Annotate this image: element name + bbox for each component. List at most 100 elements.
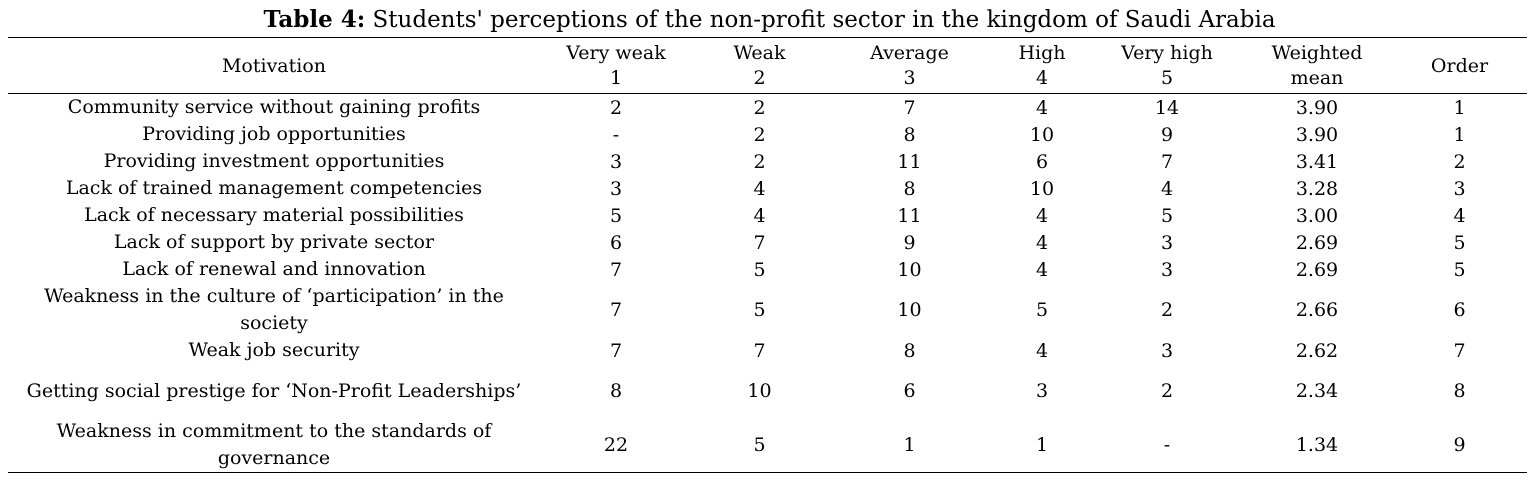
table-body: Community service without gaining profit… — [8, 94, 1527, 473]
cell-average: 7 — [903, 96, 916, 119]
cell-weighted-mean: 1.34 — [1295, 434, 1339, 456]
cell-average: 1 — [903, 434, 916, 456]
cell-weak: 10 — [747, 380, 772, 402]
cell-high: 4 — [1035, 258, 1049, 281]
cell-very-weak: 7 — [609, 299, 623, 321]
cell-motivation: Weak job security — [188, 339, 360, 361]
cell-high: 4 — [1035, 339, 1049, 362]
cell-motivation: Weakness in commitment to the standards … — [56, 420, 492, 469]
cell-very-high: 5 — [1160, 204, 1174, 227]
cell-very-weak: 3 — [609, 150, 623, 173]
cell-very-weak: 3 — [609, 177, 623, 200]
cell-very-weak: 22 — [603, 434, 629, 456]
cell-weak: 2 — [753, 123, 766, 146]
table-row: Lack of support by private sector 6 7 9 4 3 2.… — [8, 229, 1527, 256]
header-weak: Weak 2 — [733, 41, 786, 89]
cell-weighted-mean: 2.69 — [1295, 258, 1339, 281]
cell-high: 4 — [1035, 204, 1049, 227]
table-row: Weak job security 7 7 8 4 3 2.62 7 — [8, 337, 1527, 364]
table-row: Lack of trained management competencies 3… — [8, 175, 1527, 202]
header-weighted-mean: Weighted mean — [1271, 41, 1363, 89]
cell-order: 2 — [1453, 150, 1466, 173]
cell-order: 1 — [1453, 123, 1466, 146]
cell-weighted-mean: 2.69 — [1295, 231, 1339, 254]
cell-very-high: 7 — [1160, 150, 1174, 173]
header-order: Order — [1430, 54, 1489, 77]
cell-very-high: 9 — [1160, 123, 1174, 146]
table-row: Lack of necessary material possibilities… — [8, 202, 1527, 229]
cell-average: 6 — [903, 380, 916, 402]
header-motivation: Motivation — [221, 54, 327, 77]
cell-very-high: 2 — [1160, 299, 1174, 321]
cell-motivation: Providing job opportunities — [142, 123, 406, 145]
cell-weighted-mean: 2.66 — [1295, 299, 1339, 321]
cell-average: 8 — [903, 123, 916, 146]
cell-weak: 4 — [753, 177, 766, 200]
cell-order: 1 — [1453, 96, 1466, 119]
cell-high: 10 — [1029, 177, 1055, 200]
cell-motivation: Lack of renewal and innovation — [122, 258, 426, 280]
cell-order: 9 — [1453, 434, 1466, 456]
table-row: Weakness in commitment to the standards … — [8, 418, 1527, 473]
cell-average: 9 — [903, 231, 916, 254]
cell-very-weak: - — [612, 123, 620, 146]
cell-motivation: Lack of necessary material possibilities — [84, 204, 464, 226]
cell-order: 6 — [1453, 299, 1466, 321]
cell-high: 3 — [1035, 380, 1049, 402]
perceptions-table: Motivation Very weak 1 Weak 2 Average 3 Hig… — [8, 37, 1527, 473]
cell-high: 1 — [1035, 434, 1049, 456]
header-very-high: Very high 5 — [1121, 41, 1213, 89]
cell-order: 8 — [1453, 380, 1466, 402]
cell-high: 5 — [1035, 299, 1049, 321]
header-high: High 4 — [1018, 41, 1066, 89]
table-row: Lack of renewal and innovation 7 5 10 4 3 2.69… — [8, 256, 1527, 283]
cell-very-weak: 5 — [609, 204, 623, 227]
cell-weak: 4 — [753, 204, 766, 227]
cell-average: 8 — [903, 339, 916, 362]
cell-average: 11 — [897, 150, 922, 173]
cell-weak: 5 — [753, 299, 766, 321]
cell-motivation: Weakness in the culture of ‘participatio… — [44, 285, 504, 334]
cell-average: 10 — [897, 299, 922, 321]
table-row: Community service without gaining profit… — [8, 94, 1527, 122]
cell-average: 10 — [897, 258, 922, 281]
cell-very-high: - — [1163, 434, 1171, 456]
cell-order: 4 — [1453, 204, 1466, 227]
cell-weak: 7 — [753, 231, 766, 254]
table-row: Getting social prestige for ‘Non-Profit … — [8, 364, 1527, 418]
cell-motivation: Lack of trained management competencies — [65, 177, 483, 199]
cell-weighted-mean: 2.34 — [1295, 380, 1339, 402]
cell-weak: 5 — [753, 258, 766, 281]
cell-very-high: 14 — [1154, 96, 1180, 119]
cell-very-high: 4 — [1160, 177, 1174, 200]
table-container: Motivation Very weak 1 Weak 2 Average 3 Hig… — [8, 37, 1527, 473]
cell-weighted-mean: 3.41 — [1295, 150, 1339, 173]
caption-label: Table 4: — [263, 6, 366, 33]
cell-high: 4 — [1035, 96, 1049, 119]
cell-motivation: Community service without gaining profit… — [67, 96, 481, 118]
cell-order: 3 — [1453, 177, 1466, 200]
cell-motivation: Providing investment opportunities — [103, 150, 445, 172]
header-average: Average 3 — [870, 41, 949, 89]
cell-order: 7 — [1453, 339, 1466, 362]
cell-weak: 7 — [753, 339, 766, 362]
cell-weak: 2 — [753, 150, 766, 173]
cell-very-weak: 2 — [609, 96, 623, 119]
cell-weak: 5 — [753, 434, 766, 456]
table-row: Weakness in the culture of ‘participatio… — [8, 283, 1527, 337]
header-row: Motivation Very weak 1 Weak 2 Average 3 Hig… — [8, 37, 1527, 94]
cell-very-weak: 7 — [609, 339, 623, 362]
cell-average: 11 — [897, 204, 922, 227]
cell-weak: 2 — [753, 96, 766, 119]
cell-very-weak: 7 — [609, 258, 623, 281]
header-very-weak: Very weak 1 — [566, 41, 666, 89]
cell-very-weak: 8 — [609, 380, 623, 402]
cell-very-high: 2 — [1160, 380, 1174, 402]
cell-motivation: Getting social prestige for ‘Non-Profit … — [26, 379, 522, 402]
cell-high: 10 — [1029, 123, 1055, 146]
cell-order: 5 — [1453, 258, 1466, 281]
cell-very-high: 3 — [1160, 258, 1174, 281]
cell-motivation: Lack of support by private sector — [113, 231, 435, 253]
cell-weighted-mean: 3.28 — [1295, 177, 1339, 200]
cell-order: 5 — [1453, 231, 1466, 254]
